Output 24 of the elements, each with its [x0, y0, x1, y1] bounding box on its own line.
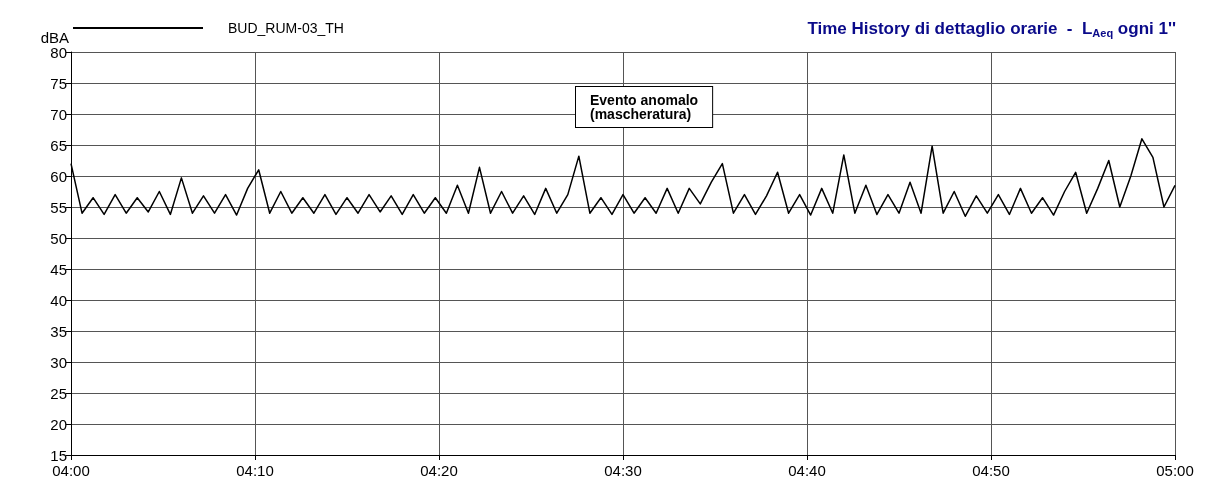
y-tick-label: 70	[50, 105, 67, 123]
x-tick-label: 04:30	[604, 462, 642, 479]
y-tick-label: 35	[50, 322, 67, 340]
x-tick-label: 04:40	[788, 462, 826, 479]
y-tick-label: 60	[50, 167, 67, 185]
x-tick-label: 04:10	[236, 462, 274, 479]
y-tick-label: 55	[50, 198, 67, 216]
y-axis-title: dBA	[40, 28, 69, 46]
annotation: Evento anomalo (mascheratura)	[590, 92, 699, 122]
y-tick-label: 80	[50, 43, 67, 61]
x-tick-label: 04:20	[420, 462, 458, 479]
y-tick-label: 45	[50, 260, 67, 278]
y-tick-label: 50	[50, 229, 67, 247]
x-tick-label: 05:00	[1156, 462, 1194, 479]
y-tick-label: 30	[50, 353, 67, 371]
y-tick-label: 25	[50, 384, 67, 402]
y-tick-label: 65	[50, 136, 67, 154]
y-tick-label: 40	[50, 291, 67, 309]
y-tick-label: 20	[50, 415, 67, 433]
x-tick-label: 04:00	[52, 462, 90, 479]
y-tick-label: 75	[50, 74, 67, 92]
text: BUD_RUM-03_TH	[228, 20, 344, 36]
x-tick-label: 04:50	[972, 462, 1010, 479]
y-tick-label: 15	[50, 446, 67, 464]
